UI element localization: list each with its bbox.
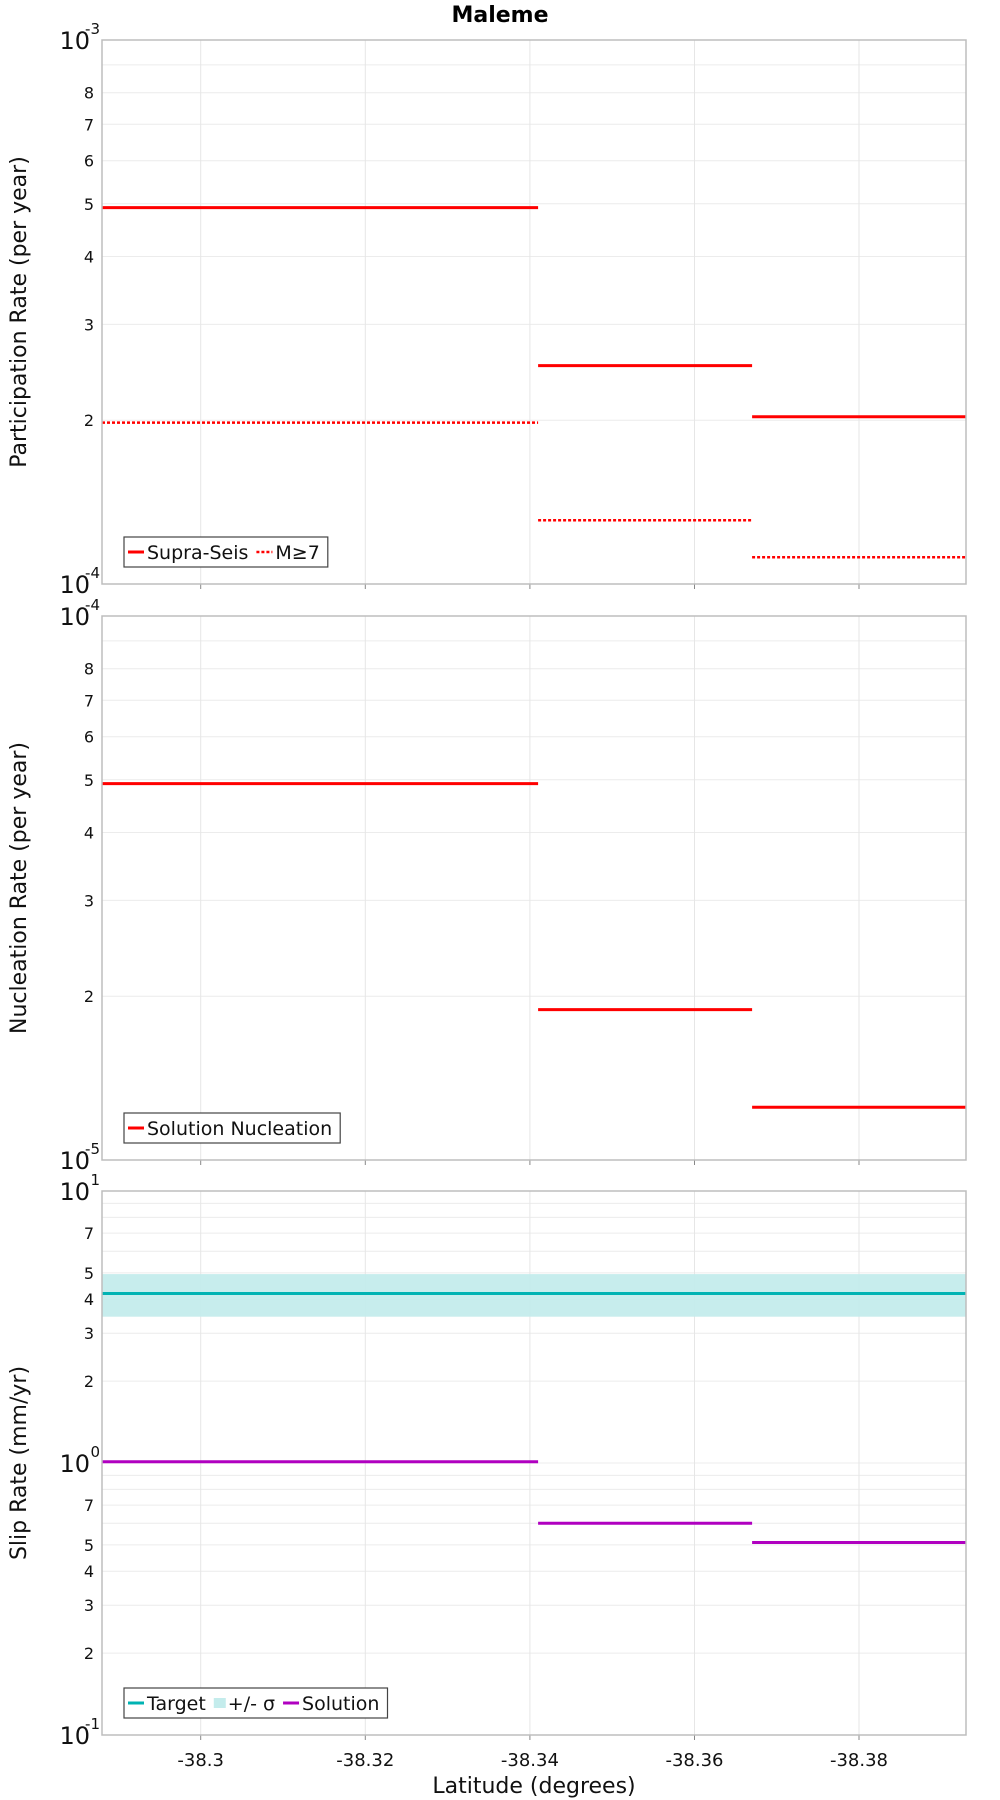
x-tick-label: -38.36	[665, 1750, 723, 1771]
plot-frame	[101, 39, 967, 585]
y-tick-label: 2	[84, 1372, 94, 1391]
y-tick-label: 6	[84, 152, 94, 171]
figure-title: Maleme	[451, 3, 548, 28]
y-tick-base: 10	[59, 603, 90, 631]
y-tick-label: 4	[84, 248, 94, 267]
y-axis-label: Slip Rate (mm/yr)	[7, 1366, 32, 1560]
y-tick-label: 6	[84, 728, 94, 747]
y-tick-label: 10	[59, 571, 90, 599]
legend-label: Supra-Seis	[147, 542, 248, 564]
legend: Target +/- σ Solution	[123, 1687, 389, 1719]
y-tick-label: 10	[59, 1178, 90, 1206]
y-tick-base: 10	[59, 27, 90, 55]
legend-swatch	[213, 1698, 226, 1708]
y-tick-label: 3	[84, 1324, 94, 1343]
y-tick-label: 4	[84, 824, 94, 843]
y-tick-exponent: -3	[85, 20, 100, 38]
y-tick-label: 10	[59, 27, 90, 55]
y-tick-label: 3	[84, 891, 94, 910]
y-tick-base: 10	[59, 1147, 90, 1175]
y-tick-label: 3	[84, 315, 94, 334]
y-axis-label: Participation Rate (per year)	[7, 156, 32, 468]
legend-label: M≥7	[275, 542, 319, 564]
y-tick-exponent: -4	[85, 596, 100, 614]
legend-box	[123, 536, 329, 568]
series-band-1	[102, 1274, 966, 1317]
y-tick-label: 10	[59, 1450, 90, 1478]
y-tick-label: 2	[84, 987, 94, 1006]
y-tick-label: 5	[84, 1264, 94, 1283]
y-tick-base: 10	[59, 1450, 90, 1478]
legend-label: Solution Nucleation	[147, 1118, 332, 1140]
x-tick-label: -38.32	[336, 1750, 394, 1771]
y-tick-label: 7	[84, 691, 94, 710]
y-tick-label: 8	[84, 84, 94, 103]
y-tick-label: 4	[84, 1290, 94, 1309]
y-tick-label: 10	[59, 603, 90, 631]
y-tick-exponent: -5	[85, 1140, 100, 1158]
y-tick-label: 7	[84, 1224, 94, 1243]
y-tick-label: 5	[84, 195, 94, 214]
legend-label: Solution	[302, 1693, 379, 1715]
plot-frame	[101, 615, 967, 1161]
x-tick-label: -38.38	[830, 1750, 888, 1771]
legend-box	[123, 1112, 341, 1144]
x-axis-label: Latitude (degrees)	[432, 1774, 635, 1799]
legend: Supra-Seis M≥7	[123, 536, 329, 568]
y-tick-label: 8	[84, 660, 94, 679]
y-tick-base: 10	[59, 1722, 90, 1750]
y-tick-label: 10	[59, 1147, 90, 1175]
x-tick-label: -38.3	[177, 1750, 224, 1771]
y-tick-label: 2	[84, 411, 94, 430]
legend-label: Target	[146, 1693, 206, 1715]
y-tick-label: 5	[84, 1536, 94, 1555]
y-tick-label: 3	[84, 1596, 94, 1615]
y-tick-exponent: 1	[90, 1171, 100, 1189]
y-tick-label: 4	[84, 1562, 94, 1581]
y-tick-label: 2	[84, 1644, 94, 1663]
y-tick-exponent: -4	[85, 564, 100, 582]
legend-label: +/- σ	[228, 1693, 275, 1715]
legend-box	[123, 1687, 389, 1719]
y-tick-label: 7	[84, 1496, 94, 1515]
plot-area	[102, 616, 966, 1160]
y-tick-base: 10	[59, 571, 90, 599]
y-tick-label: 7	[84, 115, 94, 134]
x-tick-label: -38.34	[501, 1750, 559, 1771]
y-tick-base: 10	[59, 1178, 90, 1206]
y-tick-label: 10	[59, 1722, 90, 1750]
plot-frame	[101, 1190, 967, 1736]
y-tick-label: 5	[84, 771, 94, 790]
y-tick-exponent: 0	[90, 1443, 100, 1461]
legend: Solution Nucleation	[123, 1112, 341, 1144]
plot-area	[102, 40, 966, 584]
y-axis-label: Nucleation Rate (per year)	[7, 742, 32, 1034]
y-tick-exponent: -1	[85, 1715, 100, 1733]
